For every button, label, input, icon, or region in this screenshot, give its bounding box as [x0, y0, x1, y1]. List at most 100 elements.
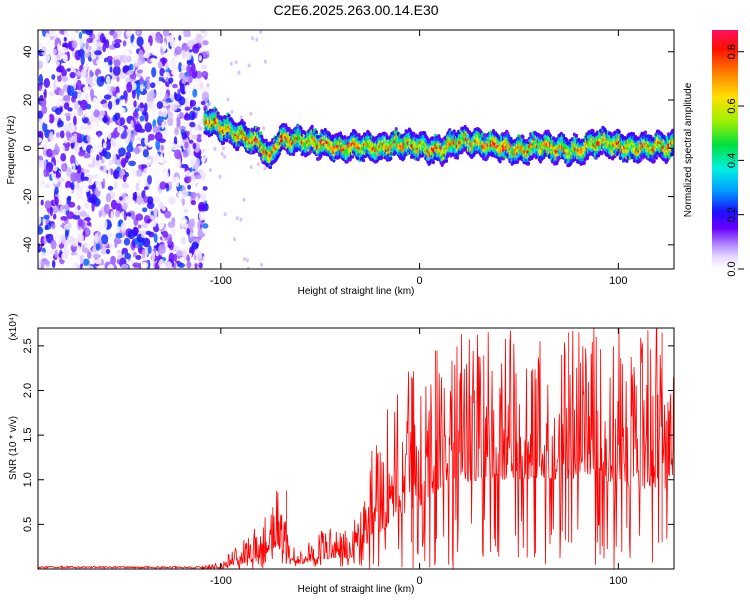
noise-cell	[159, 181, 167, 190]
noise-cell	[156, 101, 164, 110]
noise-cell	[136, 36, 144, 47]
noise-cell	[110, 255, 116, 266]
noise-cell	[202, 223, 209, 229]
x-tick-label: 100	[609, 575, 627, 587]
noise-cell	[95, 243, 101, 251]
ridge-cell	[236, 147, 240, 151]
noise-cell	[126, 81, 133, 93]
noise-cell	[79, 254, 84, 265]
noise-cell	[55, 98, 63, 106]
noise-cell	[72, 162, 76, 174]
noise-cell	[138, 164, 142, 170]
noise-cell	[179, 112, 185, 119]
noise-cell	[122, 174, 127, 183]
noise-cell	[135, 244, 139, 249]
noise-cell	[61, 145, 65, 152]
colorbar-tick-label: 0.2	[726, 207, 738, 222]
noise-cell	[87, 163, 96, 168]
ridge-cell	[617, 130, 621, 134]
spectrogram-x-label: Height of straight line (km)	[298, 286, 415, 297]
noise-cell	[84, 86, 92, 91]
noise-cell	[103, 203, 110, 215]
snr-x-label: Height of straight line (km)	[298, 584, 415, 595]
noise-cell	[76, 132, 82, 144]
noise-cell	[114, 39, 122, 44]
noise-cell	[191, 112, 195, 120]
noise-cell	[58, 227, 64, 236]
ridge-cell	[299, 126, 303, 131]
noise-cell	[85, 91, 89, 102]
noise-cell	[92, 38, 97, 48]
noise-cell	[38, 173, 44, 182]
noise-cell	[174, 149, 182, 160]
noise-cell	[50, 239, 57, 250]
noise-cell	[81, 244, 85, 253]
noise-cell	[164, 210, 172, 219]
noise-cell	[83, 169, 90, 174]
noise-cell	[135, 182, 140, 192]
noise-cell	[76, 172, 82, 184]
y-tick-label: 0	[22, 145, 34, 151]
noise-cell	[45, 32, 50, 41]
noise-cell	[71, 40, 78, 49]
noise-cell	[100, 110, 106, 116]
noise-cell	[137, 57, 146, 65]
noise-cell	[119, 79, 126, 86]
y-tick-label: 40	[22, 46, 34, 58]
noise-cell	[155, 250, 159, 257]
noise-cell	[54, 196, 59, 206]
noise-cell	[46, 166, 50, 177]
noise-cell	[132, 110, 139, 121]
noise-cell	[94, 174, 99, 179]
noise-cell	[226, 97, 230, 102]
y-tick-label: 2.5	[22, 338, 34, 353]
noise-cell	[96, 58, 104, 66]
noise-cell	[58, 88, 65, 97]
ridge-cell	[437, 134, 441, 139]
noise-cell	[189, 99, 197, 107]
noise-cell	[116, 76, 120, 82]
noise-cell	[108, 160, 114, 166]
ridge-cell	[423, 131, 427, 136]
y-tick-label: 0.5	[22, 517, 34, 532]
noise-cell	[167, 117, 174, 126]
noise-cell	[54, 186, 59, 195]
noise-cell	[172, 117, 177, 128]
noise-cell	[201, 156, 206, 163]
noise-cell	[133, 62, 141, 68]
noise-cell	[172, 83, 178, 89]
noise-cell	[149, 82, 156, 89]
noise-cell	[153, 153, 161, 164]
noise-cell	[159, 86, 163, 96]
noise-cell	[63, 247, 69, 259]
noise-cell	[107, 264, 115, 269]
noise-cell	[42, 216, 46, 228]
noise-cell	[136, 30, 141, 35]
ridge-cell	[314, 130, 318, 135]
ridge-cell	[357, 133, 361, 138]
x-tick-label: 0	[417, 575, 423, 587]
noise-cell	[63, 36, 67, 42]
noise-cell	[165, 260, 170, 269]
noise-cell	[54, 249, 59, 258]
noise-cell	[168, 196, 176, 205]
noise-cell	[178, 62, 183, 73]
ridge-cell	[291, 152, 296, 157]
noise-cell	[79, 39, 84, 48]
noise-cell	[249, 111, 253, 116]
ridge-cell	[394, 127, 398, 131]
noise-cell	[45, 234, 50, 239]
noise-cell	[255, 37, 259, 42]
noise-cell	[188, 235, 195, 243]
noise-cell	[263, 59, 267, 64]
noise-cell	[70, 182, 75, 191]
noise-cell	[167, 221, 176, 229]
noise-cell	[105, 140, 112, 151]
noise-cell	[181, 64, 186, 71]
noise-cell	[184, 84, 192, 94]
noise-cell	[135, 72, 142, 77]
noise-cell	[176, 141, 185, 147]
noise-cell	[92, 253, 101, 259]
noise-cell	[85, 76, 93, 85]
noise-cell	[86, 221, 91, 227]
